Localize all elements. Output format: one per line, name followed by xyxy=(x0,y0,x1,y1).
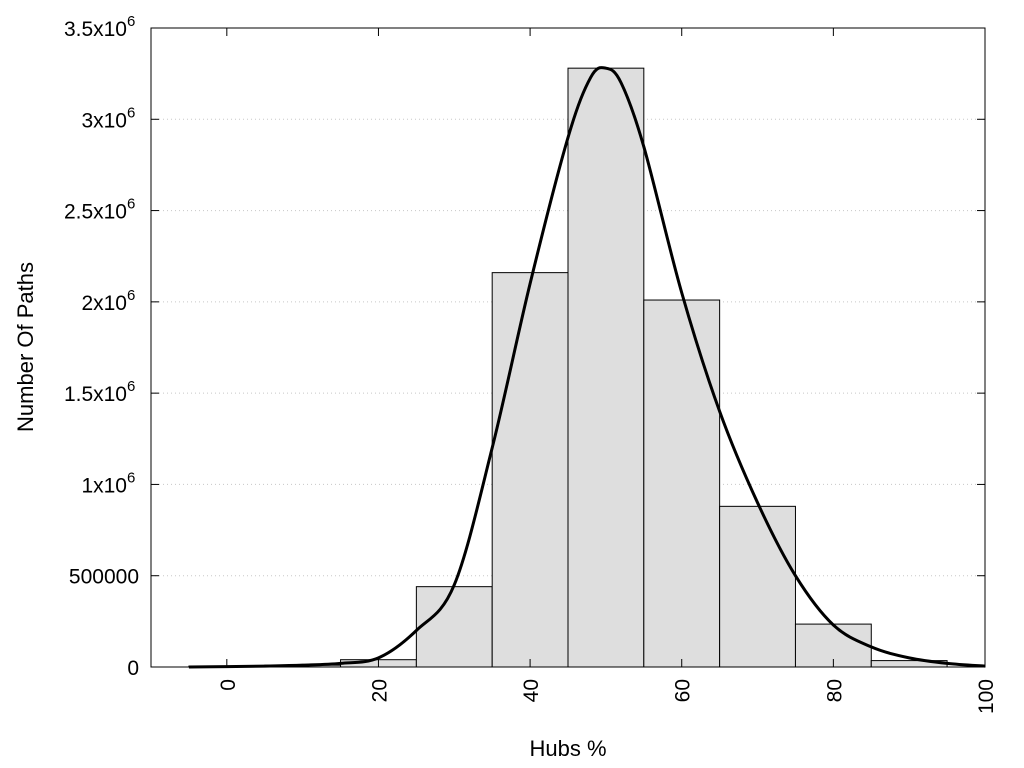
histogram-bar xyxy=(491,272,569,668)
x-tick-label: 60 xyxy=(672,679,695,702)
y-tick-label-exponent: 6 xyxy=(127,378,135,395)
x-tick-label: 40 xyxy=(520,679,543,702)
y-tick-label: 2.5x10 xyxy=(64,201,127,224)
x-tick-label: 80 xyxy=(823,679,846,702)
y-tick-label: 1.5x10 xyxy=(64,383,127,406)
y-tick-label-exponent: 6 xyxy=(127,104,135,121)
histogram-bar xyxy=(415,586,493,668)
y-tick-label-exponent: 6 xyxy=(127,13,135,30)
x-tick-label: 20 xyxy=(368,679,391,702)
y-axis-title: Number Of Paths xyxy=(13,262,38,432)
density-curve-layer xyxy=(188,66,986,669)
plot-frame xyxy=(150,27,986,668)
y-tick-label: 500000 xyxy=(69,566,139,589)
y-tick-label: 2x10 xyxy=(81,292,127,315)
histogram-bar xyxy=(567,67,645,668)
density-curve xyxy=(188,66,986,669)
histogram-bars xyxy=(188,67,948,668)
histogram-bar xyxy=(643,299,721,668)
x-tick-label: 100 xyxy=(975,679,998,714)
y-tick-label: 3.5x10 xyxy=(64,18,127,41)
histogram-bar xyxy=(719,505,796,668)
y-tick-label: 1x10 xyxy=(81,474,127,497)
y-tick-label-exponent: 6 xyxy=(127,287,135,304)
x-axis-ticks: 0 20 40 60 80 100 xyxy=(217,28,998,714)
x-axis-title: Hubs % xyxy=(529,736,606,761)
y-tick-label-exponent: 6 xyxy=(127,196,135,213)
x-tick-label: 0 xyxy=(217,679,240,691)
y-tick-label-exponent: 6 xyxy=(127,469,135,486)
y-tick-label: 0 xyxy=(127,657,139,680)
y-tick-label: 3x10 xyxy=(81,109,127,132)
